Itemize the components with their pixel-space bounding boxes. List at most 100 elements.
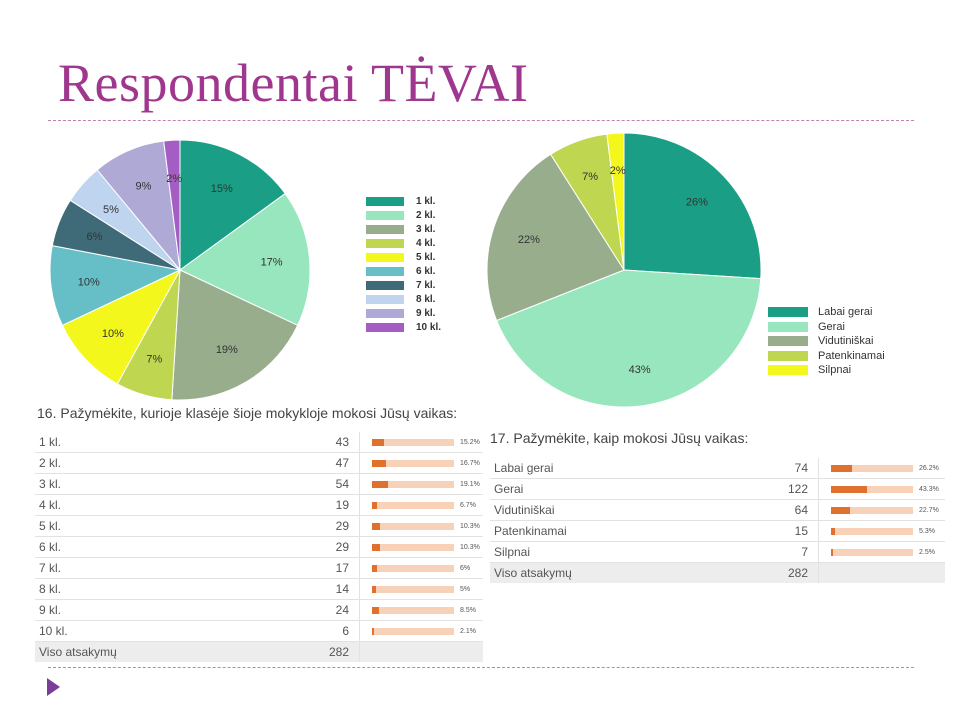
grades-legend-item: 4 kl.: [366, 236, 441, 250]
grades-legend-item: 9 kl.: [366, 306, 441, 320]
grades-legend-label: 5 kl.: [416, 251, 436, 263]
row-label: 3 kl.: [35, 473, 301, 495]
total-count: 282: [750, 562, 819, 583]
grades-slice-label: 7%: [146, 353, 162, 365]
performance-legend-item: Labai gerai: [768, 305, 885, 320]
performance-slice-label: 2%: [610, 165, 626, 177]
percent-bar-fill: [372, 480, 388, 488]
total-label: Viso atsakymų: [490, 562, 750, 583]
grades-slice: [179, 192, 311, 327]
grades-slice-label: 15%: [211, 183, 233, 195]
performance-legend-item: Silpnai: [768, 363, 885, 378]
percent-bar: [372, 522, 454, 530]
grades-legend-swatch: [366, 280, 404, 290]
q17-total-row: Viso atsakymų 282: [490, 562, 945, 583]
top-divider: [48, 120, 914, 121]
q16-row: 7 kl. 17 6%: [35, 557, 483, 579]
grades-legend-swatch: [366, 308, 404, 318]
legend-grades: 1 kl. 2 kl. 3 kl. 4 kl. 5 kl. 6 kl. 7 kl. 8 kl.…: [366, 194, 441, 334]
percent-bar-fill: [831, 548, 834, 556]
grades-slice-label: 10%: [102, 328, 124, 340]
performance-legend-item: Vidutiniškai: [768, 334, 885, 349]
q16-row: 3 kl. 54 19.1%: [35, 473, 483, 495]
row-count: 64: [750, 499, 819, 521]
percent-bar: [372, 627, 454, 635]
performance-slice-label: 22%: [518, 234, 540, 246]
grades-slice-label: 2%: [166, 173, 182, 185]
q16-row: 2 kl. 47 16.7%: [35, 452, 483, 474]
percent-bar-fill: [831, 464, 853, 472]
percent-bar-fill: [831, 485, 867, 493]
row-label: 6 kl.: [35, 536, 301, 558]
q16-row: 5 kl. 29 10.3%: [35, 515, 483, 537]
grades-legend-swatch: [366, 294, 404, 304]
slide-title: Respondentai TĖVAI: [58, 53, 529, 113]
row-count: 47: [301, 452, 360, 474]
grades-legend-swatch: [366, 266, 404, 276]
percent-bar: [372, 501, 454, 509]
grades-slice-label: 17%: [261, 256, 283, 268]
grades-slice: [179, 139, 286, 271]
q17-row: Silpnai 7 2.5%: [490, 541, 945, 563]
grades-legend-swatch: [366, 322, 404, 332]
performance-legend-swatch: [768, 336, 808, 347]
grades-legend-label: 1 kl.: [416, 195, 436, 207]
q16-row: 6 kl. 29 10.3%: [35, 536, 483, 558]
grades-legend-item: 6 kl.: [366, 264, 441, 278]
row-percent: 10.3%: [460, 522, 480, 530]
row-percent: 2.1%: [460, 627, 476, 635]
grades-legend-item: 7 kl.: [366, 278, 441, 292]
row-label: Silpnai: [490, 541, 750, 563]
question-16: 16. Pažymėkite, kurioje klasėje šioje mo…: [37, 405, 458, 421]
grades-legend-item: 3 kl.: [366, 222, 441, 236]
grades-legend-swatch: [366, 238, 404, 248]
percent-bar: [372, 564, 454, 572]
performance-slice: [495, 269, 762, 408]
performance-legend-label: Gerai: [818, 320, 845, 333]
grades-slice: [163, 139, 181, 271]
row-count: 7: [750, 541, 819, 563]
row-label: 5 kl.: [35, 515, 301, 537]
row-percent: 2.5%: [919, 548, 935, 556]
row-label: 2 kl.: [35, 452, 301, 474]
row-count: 29: [301, 536, 360, 558]
grades-slice-label: 19%: [216, 344, 238, 356]
percent-bar-fill: [372, 585, 377, 593]
grades-legend-item: 10 kl.: [366, 320, 441, 334]
pie-chart-grades: 15% 17% 19% 7% 10% 10% 6% 5% 9% 2%: [49, 139, 311, 401]
grades-legend-label: 4 kl.: [416, 237, 436, 249]
percent-bar-fill: [372, 606, 379, 614]
percent-bar: [372, 438, 454, 446]
percent-bar-fill: [372, 543, 381, 551]
grades-legend-swatch: [366, 224, 404, 234]
row-count: 6: [301, 620, 360, 642]
row-percent: 43.3%: [919, 485, 939, 493]
total-label: Viso atsakymų: [35, 641, 301, 662]
performance-legend-item: Patenkinamai: [768, 349, 885, 364]
results-table-16: 1 kl. 43 15.2% 2 kl. 47 16.7% 3 kl. 54 19.1% 4 kl…: [35, 432, 483, 662]
q17-row: Patenkinamai 15 5.3%: [490, 520, 945, 542]
percent-bar: [831, 527, 913, 535]
q16-row: 1 kl. 43 15.2%: [35, 432, 483, 453]
row-count: 54: [301, 473, 360, 495]
row-percent: 26.2%: [919, 464, 939, 472]
performance-slice: [486, 153, 625, 322]
performance-legend-label: Vidutiniškai: [818, 335, 874, 348]
pie-chart-performance: 26% 43% 22% 7% 2%: [486, 132, 762, 408]
row-percent: 6%: [460, 564, 471, 572]
row-percent: 16.7%: [460, 459, 480, 467]
grades-slice-label: 6%: [87, 231, 103, 243]
row-count: 15: [750, 520, 819, 542]
total-count: 282: [301, 641, 360, 662]
row-count: 19: [301, 494, 360, 516]
performance-slice-label: 7%: [582, 171, 598, 183]
percent-bar-fill: [831, 527, 836, 535]
row-label: 4 kl.: [35, 494, 301, 516]
grades-legend-item: 1 kl.: [366, 194, 441, 208]
row-label: Patenkinamai: [490, 520, 750, 542]
percent-bar: [831, 506, 913, 514]
question-17: 17. Pažymėkite, kaip mokosi Jūsų vaikas:: [490, 430, 749, 446]
percent-bar-fill: [372, 501, 378, 509]
row-label: 1 kl.: [35, 432, 301, 453]
percent-bar: [831, 548, 913, 556]
